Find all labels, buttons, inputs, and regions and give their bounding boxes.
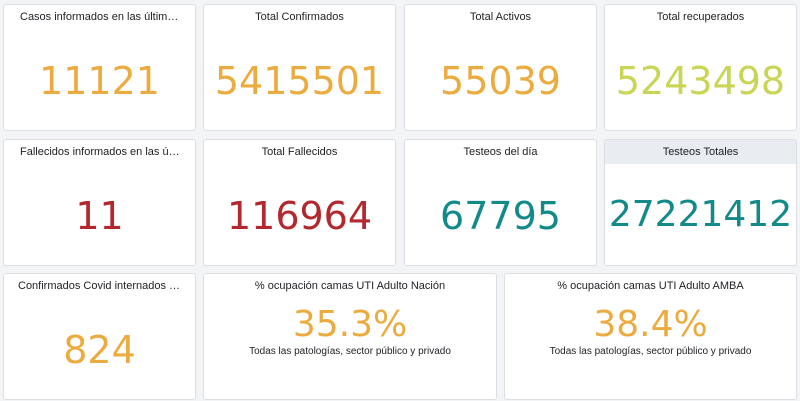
- panel-title: % ocupación camas UTI Adulto Nación: [254, 280, 446, 292]
- panel-ocupacion-uti-nacion[interactable]: % ocupación camas UTI Adulto Nación 35.3…: [203, 273, 497, 400]
- panel-title: Total Activos: [469, 11, 532, 23]
- stat-value: 11121: [39, 59, 160, 103]
- stat-value: 27221412: [608, 194, 793, 235]
- panel-casos-ultimas-24h[interactable]: Casos informados en las últimas 2... 111…: [3, 4, 196, 131]
- stat-value: 38.4%: [593, 304, 708, 345]
- stat-value: 67795: [440, 194, 561, 238]
- stat-value: 11: [75, 194, 124, 238]
- panel-title: Testeos del día: [463, 146, 538, 158]
- stat-value: 55039: [440, 59, 561, 103]
- panel-title: Confirmados Covid internados UTI: [18, 280, 187, 292]
- panel-title: Total Confirmados: [255, 11, 344, 23]
- panel-title: Testeos Totales: [605, 140, 796, 164]
- panel-fallecidos-ultimas-24h[interactable]: Fallecidos informados en las últim... 11: [3, 139, 196, 266]
- stat-subtitle: Todas las patologías, sector público y p…: [549, 346, 752, 357]
- panel-title: Total recuperados: [656, 11, 745, 23]
- stat-value: 35.3%: [292, 304, 408, 345]
- stat-value: 824: [63, 328, 136, 372]
- panel-testeos-totales[interactable]: Testeos Totales 27221412: [604, 139, 797, 266]
- panel-total-fallecidos[interactable]: Total Fallecidos 116964: [203, 139, 396, 266]
- stat-value: 116964: [226, 194, 373, 238]
- panel-internados-uti[interactable]: Confirmados Covid internados UTI 824: [3, 273, 196, 400]
- panel-title: Casos informados en las últimas 2...: [20, 11, 195, 23]
- panel-title: % ocupación camas UTI Adulto AMBA: [557, 280, 744, 292]
- panel-title: Fallecidos informados en las últim...: [20, 146, 195, 158]
- panel-ocupacion-uti-amba[interactable]: % ocupación camas UTI Adulto AMBA 38.4% …: [504, 273, 797, 400]
- panel-total-activos[interactable]: Total Activos 55039: [404, 4, 597, 131]
- stat-subtitle: Todas las patologías, sector público y p…: [249, 346, 451, 357]
- panel-testeos-del-dia[interactable]: Testeos del día 67795: [404, 139, 597, 266]
- stat-value: 5415501: [214, 59, 385, 103]
- panel-total-confirmados[interactable]: Total Confirmados 5415501: [203, 4, 396, 131]
- panel-total-recuperados[interactable]: Total recuperados 5243498: [604, 4, 797, 131]
- stat-value: 5243498: [615, 59, 786, 103]
- panel-title: Total Fallecidos: [261, 146, 338, 158]
